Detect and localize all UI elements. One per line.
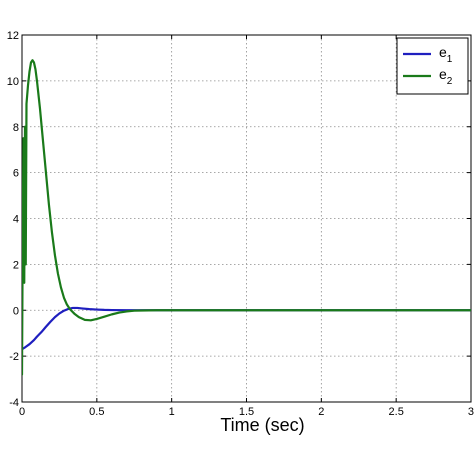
x-axis-title: Time (sec) [220,415,304,435]
x-tick-label: 0.5 [89,406,104,418]
y-tick-label: 8 [13,122,19,134]
x-tick-label: 1.5 [239,406,254,418]
y-tick-label: 4 [13,214,19,226]
y-tick-label: 0 [13,305,19,317]
x-tick-label: 3 [468,406,474,418]
x-tick-label: 0 [19,406,25,418]
y-tick-label: -4 [9,397,19,409]
x-tick-label: 2 [318,406,324,418]
x-tick-label: 1 [169,406,175,418]
y-tick-label: 2 [13,259,19,271]
y-tick-label: -2 [9,351,19,363]
legend-box [396,37,469,95]
series-lines [22,59,471,376]
y-tick-label: 6 [13,168,19,180]
x-tick-label: 2.5 [389,406,404,418]
legend-subscript: 1 [447,54,453,65]
series-line-e2 [22,59,471,376]
y-tick-label: 12 [7,30,19,42]
legend-subscript: 2 [447,76,453,87]
y-tick-label: 10 [7,76,19,88]
